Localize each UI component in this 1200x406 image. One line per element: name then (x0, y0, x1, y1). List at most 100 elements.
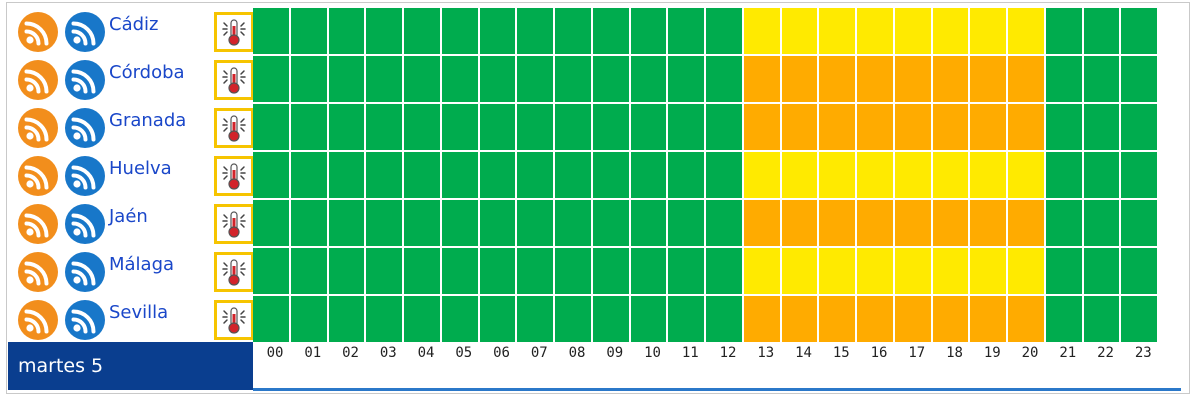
thermometer-icon[interactable] (214, 156, 254, 196)
hour-cell (1121, 152, 1157, 198)
hour-label: 01 (304, 345, 322, 361)
hour-cell (894, 56, 931, 102)
rss-icon[interactable] (65, 60, 105, 100)
hour-cell (592, 56, 629, 102)
city-link[interactable]: Jaén (109, 206, 148, 227)
rss-icon[interactable] (18, 12, 58, 52)
hour-cell (932, 56, 969, 102)
hour-cell (253, 104, 289, 150)
city-link[interactable]: Córdoba (109, 62, 185, 83)
hour-cell (970, 296, 1006, 342)
rss-icon[interactable] (65, 156, 105, 196)
city-link[interactable]: Málaga (109, 254, 175, 275)
hour-cell (404, 152, 440, 198)
hour-cell (970, 56, 1006, 102)
hour-cell (517, 152, 553, 198)
hour-label: 15 (832, 345, 850, 361)
hour-cell (857, 296, 893, 342)
thermometer-icon[interactable] (214, 60, 254, 100)
hour-label: 06 (493, 345, 510, 361)
timeline-baseline (253, 388, 1181, 391)
rss-icon[interactable] (65, 300, 105, 340)
rss-icon[interactable] (65, 204, 105, 244)
city-row: Granada (8, 104, 1168, 150)
rss-icon[interactable] (18, 300, 58, 340)
thermometer-icon[interactable] (214, 300, 254, 340)
hour-cell (479, 152, 516, 198)
hour-cell (932, 104, 969, 150)
hour-cell (441, 200, 478, 246)
thermometer-icon[interactable] (214, 204, 254, 244)
hour-cell (743, 152, 780, 198)
thermometer-icon[interactable] (214, 252, 254, 292)
hour-label: 04 (417, 345, 435, 361)
hour-cell (668, 296, 704, 342)
rss-icon[interactable] (65, 12, 105, 52)
date-label: martes 5 (8, 342, 253, 390)
hour-cell (1008, 8, 1044, 54)
city-link[interactable]: Huelva (109, 158, 172, 179)
hour-cell (441, 152, 478, 198)
hour-label: 03 (379, 345, 397, 361)
hour-cell (1121, 104, 1157, 150)
hour-cell (441, 56, 478, 102)
rss-icon[interactable] (18, 156, 58, 196)
hour-cell (630, 8, 667, 54)
rss-icon[interactable] (18, 60, 58, 100)
hour-cell (1045, 152, 1082, 198)
city-link[interactable]: Cádiz (109, 14, 159, 35)
city-row: Sevilla (8, 296, 1168, 342)
rss-icon[interactable] (65, 108, 105, 148)
rss-icon[interactable] (18, 108, 58, 148)
hour-label: 00 (266, 345, 284, 361)
hour-cell (290, 8, 327, 54)
hour-cell (970, 152, 1006, 198)
thermometer-icon[interactable] (214, 108, 254, 148)
hour-label: 21 (1059, 345, 1077, 361)
hour-cell (706, 296, 742, 342)
hour-cell (894, 8, 931, 54)
hour-cell (1008, 104, 1044, 150)
hour-label: 05 (455, 345, 473, 361)
hour-cell (743, 296, 780, 342)
hour-cell (819, 296, 855, 342)
hour-cell (366, 8, 402, 54)
hour-cell (328, 152, 365, 198)
hour-cell (1045, 296, 1082, 342)
hour-cell (253, 248, 289, 294)
city-link[interactable]: Sevilla (109, 302, 169, 323)
hour-cell (1121, 248, 1157, 294)
hour-cell (479, 104, 516, 150)
hour-cell (932, 152, 969, 198)
hour-cell (932, 248, 969, 294)
hour-cell (1121, 200, 1157, 246)
hour-cell (555, 152, 591, 198)
thermometer-icon[interactable] (214, 12, 254, 52)
hour-cell (328, 8, 365, 54)
hour-label: 17 (908, 345, 926, 361)
hour-cell (1121, 56, 1157, 102)
hour-cell (1045, 248, 1082, 294)
hour-cell (819, 104, 855, 150)
hour-cell (592, 104, 629, 150)
hour-cell (857, 104, 893, 150)
hour-cell (479, 248, 516, 294)
hour-cell (592, 200, 629, 246)
hour-cell (857, 8, 893, 54)
rss-icon[interactable] (65, 252, 105, 292)
hour-cell (970, 8, 1006, 54)
hour-cell (479, 8, 516, 54)
city-link[interactable]: Granada (109, 110, 187, 131)
hour-cell (781, 104, 818, 150)
city-row: Jaén (8, 200, 1168, 246)
hour-cell (1083, 104, 1120, 150)
hour-cell (630, 152, 667, 198)
hour-cell (404, 56, 440, 102)
rss-icon[interactable] (18, 204, 58, 244)
hour-label: 12 (719, 345, 737, 361)
hour-cell (1083, 200, 1120, 246)
hour-cell (819, 152, 855, 198)
hour-label: 07 (530, 345, 548, 361)
hour-cell (517, 8, 553, 54)
rss-icon[interactable] (18, 252, 58, 292)
